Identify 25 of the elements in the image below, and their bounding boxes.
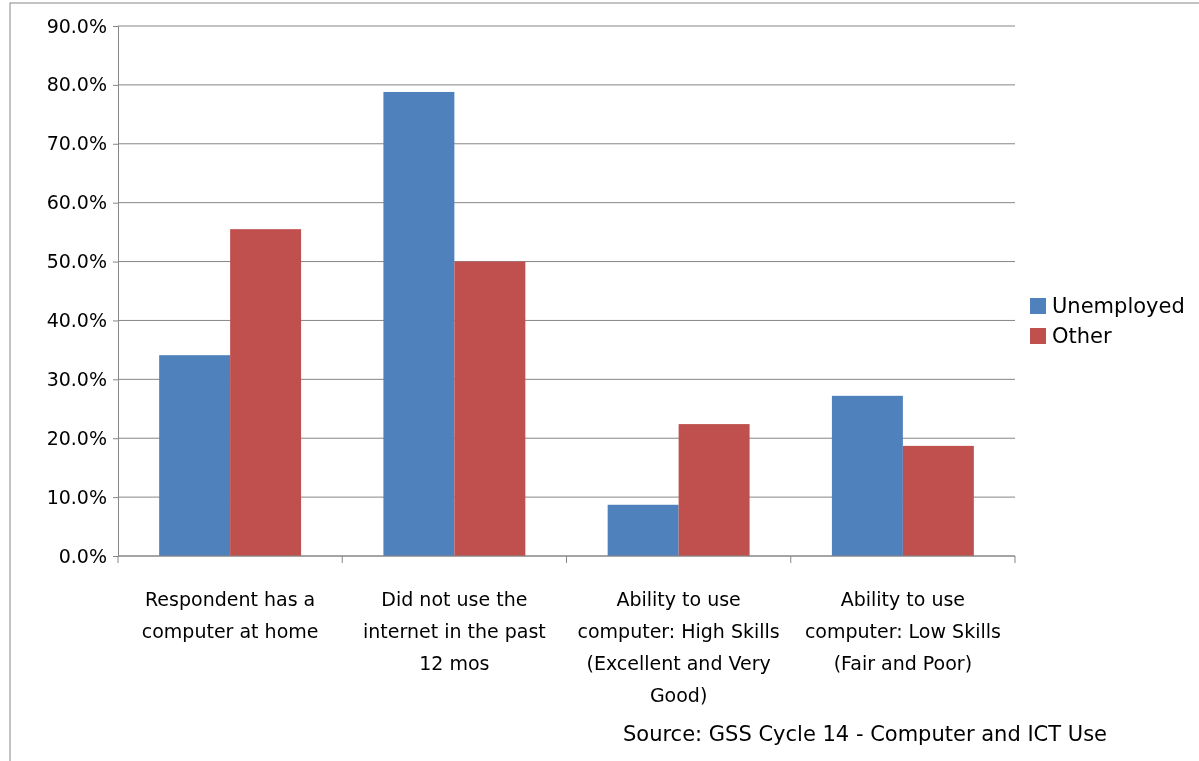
y-tick-label: 30.0% (46, 367, 107, 390)
y-tick-label: 20.0% (46, 426, 107, 449)
bar (159, 355, 231, 556)
x-tick-label: Ability to use computer: Low Skills (Fair and Poor) (804, 588, 1001, 674)
bar (678, 424, 750, 556)
bar (831, 395, 903, 556)
legend-label: Unemployed (1052, 294, 1185, 318)
bar (230, 229, 302, 556)
y-tick-label: 50.0% (46, 250, 107, 273)
x-tick-label: Ability to use computer: High Skills (Excellent and Very Good) (577, 588, 780, 706)
y-tick-label: 60.0% (46, 191, 107, 214)
bar (454, 261, 526, 556)
bar (383, 91, 455, 556)
y-tick-label: 70.0% (46, 132, 107, 155)
legend-label: Other (1052, 324, 1112, 348)
x-tick-label: Respondent has a computer at home (141, 588, 319, 642)
y-tick-label: 10.0% (46, 485, 107, 508)
y-tick-label: 90.0% (46, 14, 107, 37)
y-tick-label: 40.0% (46, 309, 107, 332)
y-tick-label: 80.0% (46, 73, 107, 96)
x-tick-label: Did not use the internet in the past 12 mos (362, 588, 546, 674)
bar (607, 504, 679, 556)
bar (902, 445, 974, 556)
y-tick-label: 0.0% (58, 544, 107, 567)
source-note: Source: GSS Cycle 14 - Computer and ICT Use (622, 722, 1107, 746)
